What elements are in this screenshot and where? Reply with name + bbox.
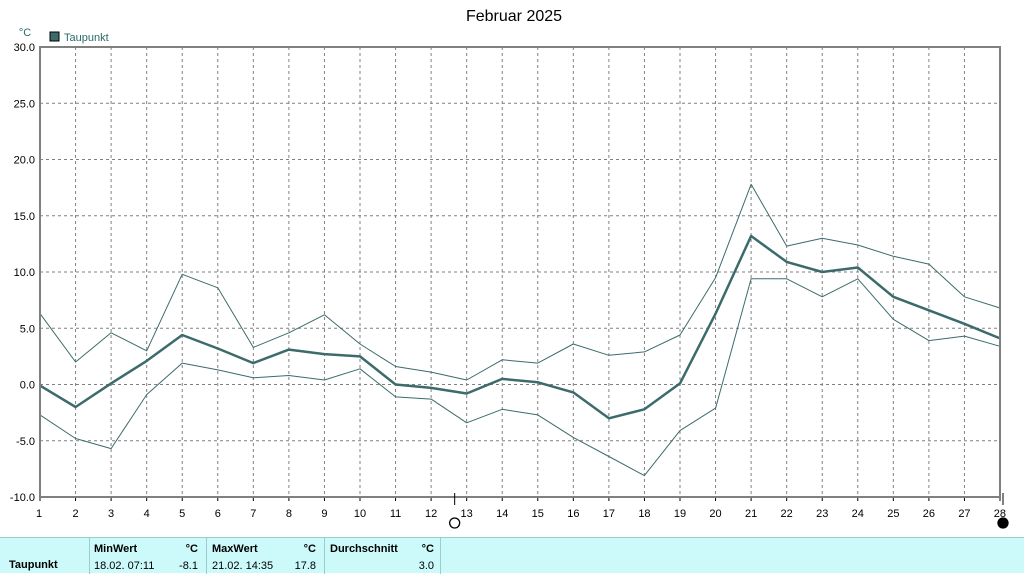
x-tick-label: 5 — [179, 508, 185, 520]
min-header: MinWert — [94, 543, 138, 555]
plot-frame — [39, 46, 1001, 498]
max-unit: °C — [303, 543, 316, 555]
x-tick-label: 7 — [250, 508, 256, 520]
moon-markers — [449, 493, 1009, 529]
x-tick-label: 23 — [816, 508, 828, 520]
x-tick-label: 15 — [532, 508, 544, 520]
y-tick-label: 0.0 — [20, 380, 35, 392]
x-tick-label: 1 — [36, 508, 42, 520]
x-tick-label: 24 — [852, 508, 864, 520]
x-tick-label: 19 — [674, 508, 686, 520]
x-tick-label: 25 — [887, 508, 899, 520]
x-tick-label: 2 — [72, 508, 78, 520]
min-unit: °C — [185, 543, 198, 555]
x-tick-label: 13 — [461, 508, 473, 520]
x-tick-label: 21 — [745, 508, 757, 520]
y-tick-label: 10.0 — [14, 267, 35, 279]
statistics-table: Taupunkt MinWert °C 18.02. 07:11 -8.1 Ma… — [0, 537, 1024, 574]
series-line-max — [39, 183, 1001, 381]
y-tick-label: 15.0 — [14, 211, 35, 223]
max-value: 17.8 — [294, 560, 316, 572]
y-tick-label: 5.0 — [20, 323, 35, 335]
max-header: MaxWert — [212, 543, 258, 555]
y-tick-label: 25.0 — [14, 98, 35, 110]
series-line-min — [39, 278, 1001, 477]
x-tick-label: 27 — [958, 508, 970, 520]
y-axis-ticks: 30.0 25.0 20.0 15.0 10.0 5.0 0.0 -5.0 -10.0 — [10, 42, 35, 504]
legend: Taupunkt — [49, 31, 109, 44]
min-value: -8.1 — [179, 560, 198, 572]
y-tick-label: 20.0 — [14, 155, 35, 167]
x-tick-label: 4 — [144, 508, 150, 520]
series-lines — [39, 183, 1001, 477]
stats-row-label-cell: Taupunkt — [0, 538, 90, 574]
max-when: 21.02. 14:35 — [212, 560, 274, 572]
legend-swatch — [49, 31, 60, 42]
chart: Februar 2025 °C Taupunkt 30.025.020.015.… — [10, 8, 1009, 529]
stats-max-cell: MaxWert °C 21.02. 14:35 17.8 — [207, 538, 325, 574]
x-tick-label: 6 — [215, 508, 221, 520]
new-moon-icon — [449, 517, 461, 529]
x-tick-label: 11 — [390, 508, 401, 520]
min-when: 18.02. 07:11 — [94, 560, 155, 572]
x-tick-label: 12 — [425, 508, 437, 520]
x-tick-label: 3 — [108, 508, 114, 520]
avg-value: 3.0 — [418, 560, 434, 572]
x-tick-label: 26 — [923, 508, 935, 520]
x-tick-label: 18 — [638, 508, 650, 520]
stats-row-label: Taupunkt — [9, 559, 58, 571]
x-tick-label: 9 — [321, 508, 327, 520]
y-tick-label: -5.0 — [16, 436, 35, 448]
x-tick-label: 17 — [603, 508, 615, 520]
x-tick-label: 28 — [994, 508, 1006, 520]
grid — [39, 46, 1001, 498]
legend-label: Taupunkt — [64, 32, 109, 44]
y-tick-label: -10.0 — [10, 492, 35, 504]
stats-avg-cell: Durchschnitt °C 3.0 — [325, 538, 441, 574]
x-tick-label: 22 — [781, 508, 793, 520]
chart-title: Februar 2025 — [466, 8, 562, 25]
x-tick-label: 10 — [354, 508, 366, 520]
avg-unit: °C — [421, 543, 434, 555]
x-axis-ticks: 1 2 3 4 5 6 7 8 9 10 11 12 13 14 15 16 17 18 19 20 21 22 23 24 2… — [36, 497, 1006, 520]
series-line-average — [39, 234, 1001, 420]
y-axis-unit: °C — [19, 27, 31, 39]
x-tick-label: 14 — [496, 508, 508, 520]
full-moon-icon — [997, 517, 1009, 529]
stats-min-cell: MinWert °C 18.02. 07:11 -8.1 — [90, 538, 207, 574]
y-tick-label: 30.0 — [14, 42, 35, 54]
x-tick-label: 20 — [709, 508, 721, 520]
avg-header: Durchschnitt — [330, 543, 398, 555]
x-tick-label: 8 — [286, 508, 292, 520]
x-tick-label: 16 — [567, 508, 579, 520]
